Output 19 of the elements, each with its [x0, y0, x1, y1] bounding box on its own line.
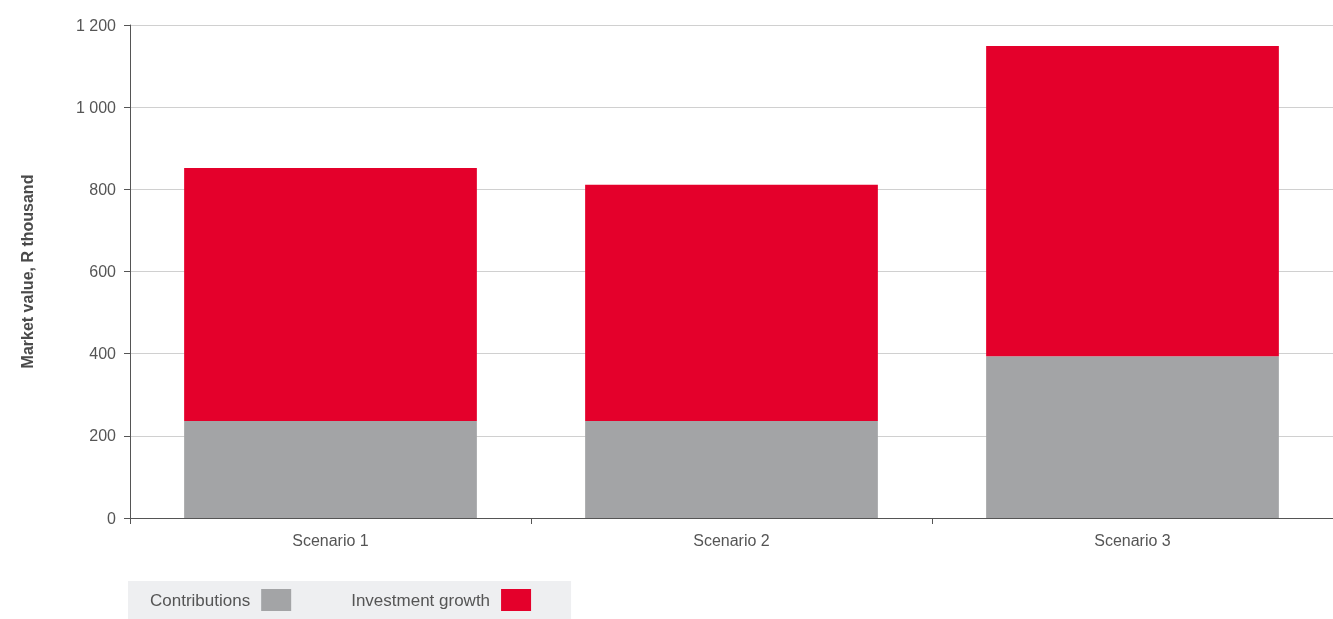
y-tick-label: 800: [89, 180, 117, 198]
bar: [585, 184, 878, 422]
y-tick-label: 0: [107, 509, 117, 527]
x-tick-label: Scenario 2: [693, 531, 770, 549]
y-tick-label: 200: [89, 427, 117, 445]
bar: [585, 421, 878, 518]
y-tick-label: 400: [89, 345, 117, 363]
y-tick-label: 1 200: [75, 16, 117, 34]
bar: [184, 421, 477, 518]
y-tick-label: 600: [89, 263, 117, 280]
bar: [986, 45, 1279, 357]
legend-label: Contributions: [149, 590, 251, 610]
x-tick-label: Scenario 3: [1094, 531, 1171, 549]
bar: [184, 167, 477, 422]
x-tick-label: Scenario 1: [292, 531, 369, 549]
legend-label: Investment growth: [351, 590, 491, 610]
y-tick-label: 1 000: [75, 98, 117, 116]
bar: [986, 356, 1279, 518]
y-axis-title: Market value, R thousand: [18, 174, 36, 369]
